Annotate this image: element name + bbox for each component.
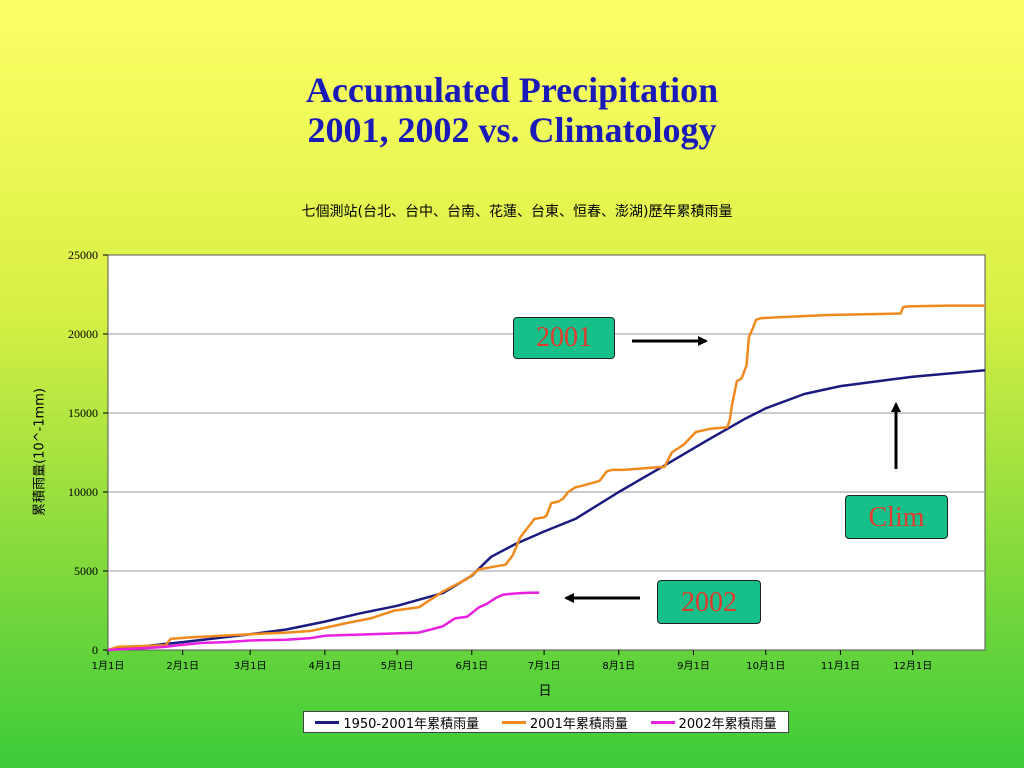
series-line-0 bbox=[107, 369, 986, 652]
legend-label: 2001年累積雨量 bbox=[529, 716, 628, 732]
legend-item-1: 2001年累積雨量 bbox=[501, 713, 628, 732]
legend-item-0: 1950-2001年累積雨量 bbox=[315, 713, 479, 732]
y-tick-label: 5000 bbox=[74, 564, 98, 578]
legend-label: 1950-2001年累積雨量 bbox=[343, 716, 480, 732]
chart-legend: 1950-2001年累積雨量 2001年累積雨量 2002年累積雨量 bbox=[303, 711, 789, 733]
title-line-2: 2001, 2002 vs. Climatology bbox=[307, 110, 717, 150]
page-title: Accumulated Precipitation 2001, 2002 vs.… bbox=[0, 70, 1024, 150]
title-line-1: Accumulated Precipitation bbox=[305, 70, 719, 110]
y-tick-label: 10000 bbox=[68, 485, 98, 499]
x-tick-label: 9月1日 bbox=[677, 660, 710, 672]
x-tick-label: 2月1日 bbox=[166, 660, 199, 672]
x-tick-label: 12月1日 bbox=[893, 660, 932, 672]
callout-clim: Clim bbox=[845, 495, 948, 539]
callout-2002: 2002 bbox=[657, 580, 761, 624]
x-tick-label: 3月1日 bbox=[234, 660, 267, 672]
series-line-1 bbox=[107, 304, 985, 652]
x-tick-label: 4月1日 bbox=[308, 660, 341, 672]
x-axis-label: 日 bbox=[538, 684, 552, 699]
x-tick-label: 5月1日 bbox=[381, 660, 414, 672]
y-tick-label: 15000 bbox=[68, 406, 98, 420]
legend-swatch bbox=[315, 720, 340, 724]
legend-label: 2002年累積雨量 bbox=[678, 716, 777, 732]
y-tick-label: 20000 bbox=[68, 327, 98, 341]
callout-2001: 2001 bbox=[513, 317, 615, 359]
x-tick-label: 6月1日 bbox=[455, 660, 488, 672]
x-tick-label: 11月1日 bbox=[821, 660, 860, 672]
x-tick-label: 1月1日 bbox=[92, 660, 125, 672]
legend-swatch bbox=[501, 720, 526, 724]
x-tick-label: 10月1日 bbox=[746, 660, 785, 672]
x-tick-label: 7月1日 bbox=[528, 660, 561, 672]
y-tick-label: 25000 bbox=[68, 248, 98, 262]
y-tick-label: 0 bbox=[92, 643, 98, 657]
legend-item-2: 2002年累積雨量 bbox=[650, 713, 777, 732]
legend-swatch bbox=[650, 720, 675, 724]
chart-title: 七個測站(台北、台中、台南、花蓮、台東、恒春、澎湖)歷年累積雨量 bbox=[301, 204, 733, 220]
x-tick-label: 8月1日 bbox=[602, 660, 635, 672]
series-line-2 bbox=[107, 591, 540, 652]
plot-area bbox=[107, 254, 986, 651]
